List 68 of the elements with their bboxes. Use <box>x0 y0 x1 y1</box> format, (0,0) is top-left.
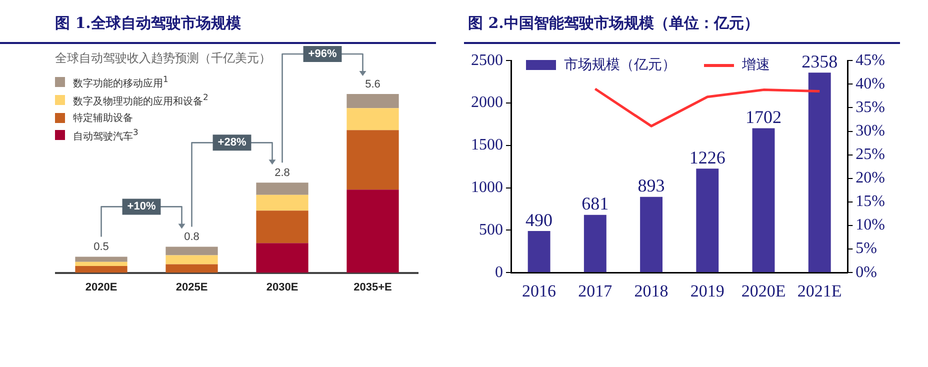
bar <box>346 130 399 190</box>
bar <box>696 168 719 272</box>
y-tick-label: 500 <box>479 221 503 238</box>
bar <box>256 194 308 211</box>
y-tick-label: 1500 <box>471 136 503 154</box>
x-tick-label: 2021E <box>797 281 842 300</box>
bar <box>256 182 308 195</box>
legend-label: 市场规模（亿元） <box>564 56 676 74</box>
annotation: +28% <box>218 136 246 149</box>
chart-title: 图 1.全球自动驾驶市场规模 <box>55 14 241 33</box>
y2-tick-label: 5% <box>856 240 877 258</box>
bar <box>346 108 399 130</box>
legend-label: 自动驾驶汽车$^{3}$ <box>73 126 138 143</box>
bar <box>166 255 218 264</box>
bar <box>584 214 606 272</box>
data-label: 2358 <box>802 51 838 72</box>
y2-tick-label: 30% <box>856 122 885 140</box>
annotation: 0.5 <box>94 241 109 254</box>
bar <box>75 266 128 273</box>
y2-tick-label: 40% <box>856 75 885 92</box>
legend-label: 数字及物理功能的应用和设备$^{2}$ <box>73 92 208 109</box>
x-tick-label: 2035+E <box>354 281 392 294</box>
bar <box>808 72 831 272</box>
chart-title: 图 2.中国智能驾驶市场规模（单位：亿元） <box>468 14 759 33</box>
bar <box>166 246 218 256</box>
chart-subtitle: 全球自动驾驶收入趋势预测（千亿美元） <box>55 50 271 67</box>
bar <box>256 243 308 273</box>
annotation: +10% <box>127 200 156 213</box>
x-tick-label: 2020E <box>741 281 786 300</box>
data-label: 893 <box>638 176 665 196</box>
legend-label: 数字功能的移动应用$^{1}$ <box>73 74 168 90</box>
y-tick-label: 2500 <box>471 52 503 69</box>
x-tick-label: 2025E <box>176 281 208 294</box>
x-tick-label: 2018 <box>634 281 668 300</box>
x-tick-label: 2020E <box>85 281 118 294</box>
bar <box>346 190 399 273</box>
y2-tick-label: 35% <box>856 98 885 116</box>
bar <box>640 196 663 272</box>
bar <box>166 264 218 273</box>
data-label: 1702 <box>746 107 782 128</box>
x-tick-label: 2016 <box>522 281 556 300</box>
y2-tick-label: 25% <box>856 146 885 164</box>
annotation: 0.8 <box>184 231 200 244</box>
bar <box>256 210 308 244</box>
y-tick-label: 0 <box>495 264 503 281</box>
data-label: 1226 <box>689 147 726 168</box>
bar <box>75 262 128 266</box>
bar <box>75 256 128 262</box>
bar <box>528 231 550 272</box>
data-label: 490 <box>526 210 553 230</box>
bar <box>346 94 399 108</box>
y-tick-label: 2000 <box>471 94 503 112</box>
y2-tick-label: 10% <box>856 216 885 234</box>
y2-tick-label: 0% <box>856 264 877 281</box>
text: 5.6 <box>365 78 380 91</box>
y2-tick-label: 15% <box>856 193 885 210</box>
legend-label: 特定辅助设备 <box>73 112 133 125</box>
y-tick-label: 1000 <box>471 179 503 196</box>
x-tick-label: 2030E <box>266 281 298 294</box>
y2-tick-label: 20% <box>856 170 885 187</box>
data-label: 681 <box>582 194 609 214</box>
annotation: 2.8 <box>274 167 290 180</box>
text: +96% <box>308 48 337 60</box>
bar <box>752 128 775 272</box>
x-tick-label: 2019 <box>690 281 724 300</box>
y2-tick-label: 45% <box>856 52 885 69</box>
legend-label: 增速 <box>742 56 770 74</box>
x-tick-label: 2017 <box>578 281 613 300</box>
